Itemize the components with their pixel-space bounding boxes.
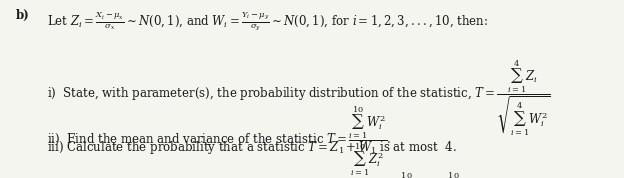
Text: ii)  Find the mean and variance of the statistic $T = \dfrac{\sum_{i=1}^{10} W_i: ii) Find the mean and variance of the st… — [47, 103, 391, 178]
Text: iii) Calculate the probability that a statistic $T = Z_1 + W_1$ is at most  4.: iii) Calculate the probability that a st… — [47, 139, 457, 156]
Text: iv) Find the value of $\beta$ such that $P(T > \beta) = 0.01$, where $T = \sum_{: iv) Find the value of $\beta$ such that … — [47, 169, 485, 178]
Text: i)  State, with parameter(s), the probability distribution of the statistic, $T : i) State, with parameter(s), the probabi… — [47, 57, 550, 138]
Text: Let $Z_i = \frac{X_i-\mu_x}{\sigma_x}\sim N(0,1)$, and $W_i = \frac{Y_i-\mu_y}{\: Let $Z_i = \frac{X_i-\mu_x}{\sigma_x}\si… — [47, 9, 488, 33]
Text: b): b) — [16, 9, 29, 22]
